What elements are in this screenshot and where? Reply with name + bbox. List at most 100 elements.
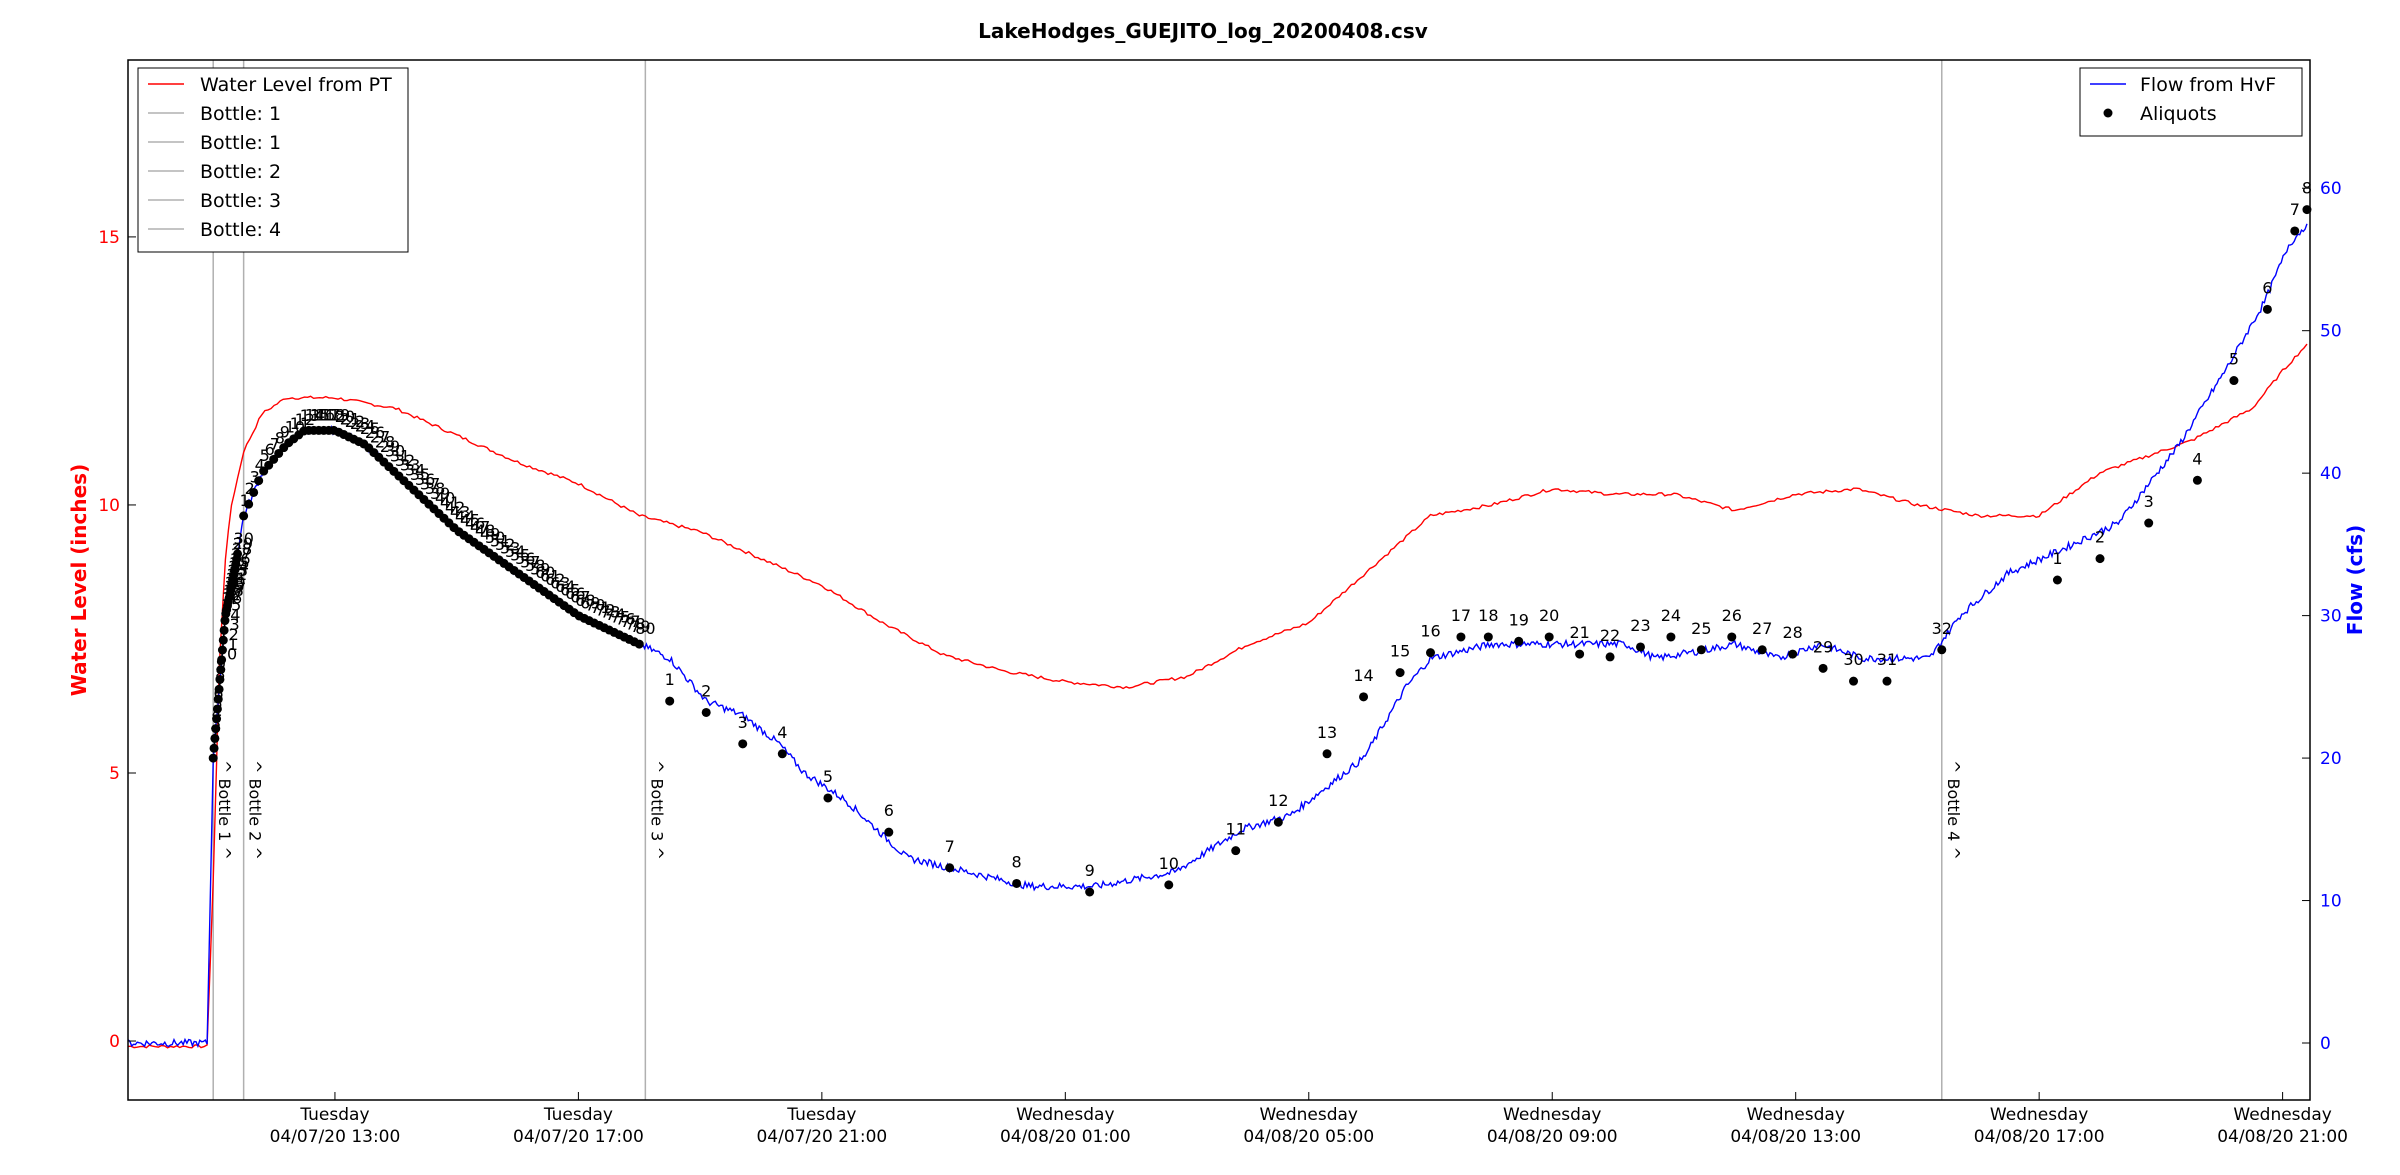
aliquot-label-b3-32: 32 xyxy=(1932,619,1952,638)
aliquot-label-b2-36: 36 xyxy=(415,470,435,489)
aliquot-label-b2-16: 16 xyxy=(315,405,335,424)
aliquot-label-b3-14: 14 xyxy=(1353,666,1373,685)
aliquot-label-b2-65: 65 xyxy=(560,581,580,600)
aliquot-label-b2-78: 78 xyxy=(625,614,645,633)
aliquot-b3-12 xyxy=(1273,817,1283,827)
aliquot-label-b4-7: 7 xyxy=(2290,200,2300,219)
aliquot-label-b3-16: 16 xyxy=(1420,622,1440,641)
aliquot-b3-7 xyxy=(945,863,955,873)
aliquot-b1-15 xyxy=(220,616,230,626)
aliquot-label-b4-3: 3 xyxy=(2144,492,2154,511)
aliquot-label-b2-56: 56 xyxy=(515,549,535,568)
y2-tick-label: 20 xyxy=(2320,749,2342,769)
aliquot-label-b2-58: 58 xyxy=(525,556,545,575)
aliquot-label-b3-7: 7 xyxy=(945,837,955,856)
aliquot-label-b3-26: 26 xyxy=(1722,606,1742,625)
aliquot-b1-12 xyxy=(217,645,227,655)
aliquot-b4-1 xyxy=(2052,575,2062,585)
aliquot-b1-11 xyxy=(217,655,227,665)
aliquot-label-b2-37: 37 xyxy=(420,474,440,493)
aliquot-label-b3-25: 25 xyxy=(1691,619,1711,638)
aliquot-label-b3-17: 17 xyxy=(1451,606,1471,625)
aliquot-label-b2-26: 26 xyxy=(365,423,385,442)
y-axis-label-right: Flow (cfs) xyxy=(2343,525,2367,635)
aliquot-label-b2-73: 73 xyxy=(600,603,620,622)
aliquot-b3-6 xyxy=(884,827,894,837)
aliquot-label-b2-70: 70 xyxy=(585,596,605,615)
aliquot-label-b3-24: 24 xyxy=(1661,606,1681,625)
aliquot-label-b4-2: 2 xyxy=(2095,528,2105,547)
aliquot-label-b3-30: 30 xyxy=(1843,650,1863,669)
aliquot-label-b2-55: 55 xyxy=(510,545,530,564)
aliquot-b1-10 xyxy=(216,665,226,675)
aliquot-label-b2-68: 68 xyxy=(575,591,595,610)
x-tick-label-day: Tuesday xyxy=(786,1105,856,1125)
aliquot-label-b1-29: 29 xyxy=(233,534,253,553)
aliquot-b3-24 xyxy=(1666,632,1676,642)
aliquot-label-b2-30: 30 xyxy=(385,442,405,461)
aliquot-b4-3 xyxy=(2144,518,2154,528)
aliquot-b3-25 xyxy=(1696,645,1706,655)
aliquot-b1-5 xyxy=(212,714,222,724)
aliquot-label-b3-27: 27 xyxy=(1752,619,1772,638)
aliquot-b2-4 xyxy=(254,476,264,486)
aliquot-b3-9 xyxy=(1085,887,1095,897)
legend-left-label: Water Level from PT xyxy=(200,74,392,96)
plot-area: ^ Bottle 1 ^ ^ Bottle 2 ^ ^ Bottle 3 ^ ^ Bo… xyxy=(127,60,2312,1100)
aliquot-label-b3-10: 10 xyxy=(1159,854,1179,873)
aliquot-b4-2 xyxy=(2095,554,2105,564)
aliquot-label-b2-3: 3 xyxy=(250,467,260,486)
aliquot-label-b2-20: 20 xyxy=(335,407,355,426)
aliquot-b3-14 xyxy=(1359,692,1369,702)
aliquot-b3-21 xyxy=(1575,649,1585,659)
aliquot-b1-14 xyxy=(219,625,229,635)
aliquot-b1-4 xyxy=(211,724,221,734)
aliquot-label-b2-2: 2 xyxy=(245,479,255,498)
x-tick-label-day: Tuesday xyxy=(543,1105,613,1125)
aliquot-b3-13 xyxy=(1322,749,1332,759)
aliquot-b1-8 xyxy=(214,684,224,694)
y2-tick-label: 30 xyxy=(2320,607,2342,627)
legend-right-label: Flow from HvF xyxy=(2140,74,2276,96)
aliquot-label-b2-13: 13 xyxy=(300,406,320,425)
aliquot-label-b2-27: 27 xyxy=(370,428,390,447)
x-tick-label-date: 04/08/20 01:00 xyxy=(1000,1127,1131,1147)
aliquot-label-b3-22: 22 xyxy=(1600,626,1620,645)
aliquot-label-b3-19: 19 xyxy=(1509,610,1529,629)
x-tick-label-day: Wednesday xyxy=(1016,1105,1114,1125)
aliquot-label-b2-4: 4 xyxy=(255,456,265,475)
aliquot-label-b2-29: 29 xyxy=(380,437,400,456)
aliquot-label-b2-59: 59 xyxy=(530,560,550,579)
aliquot-b3-2 xyxy=(701,707,711,717)
aliquot-label-b2-23: 23 xyxy=(350,414,370,433)
aliquot-b3-31 xyxy=(1882,676,1892,686)
aliquot-label-b2-15: 15 xyxy=(310,405,330,424)
aliquot-label-b2-40: 40 xyxy=(435,489,455,508)
aliquot-label-b2-74: 74 xyxy=(605,605,625,624)
legend-right-swatch xyxy=(2103,108,2113,118)
aliquot-label-b4-1: 1 xyxy=(2052,549,2062,568)
aliquot-b3-10 xyxy=(1164,880,1174,890)
aliquot-label-b2-28: 28 xyxy=(375,432,395,451)
aliquot-b1-30 xyxy=(233,549,243,559)
aliquot-label-b2-41: 41 xyxy=(440,493,460,512)
aliquot-label-b2-6: 6 xyxy=(265,440,275,459)
aliquot-b3-4 xyxy=(777,749,787,759)
aliquot-label-b2-34: 34 xyxy=(405,460,425,479)
aliquot-b3-1 xyxy=(665,696,675,706)
aliquot-label-b3-1: 1 xyxy=(665,670,675,689)
aliquot-b3-26 xyxy=(1727,632,1737,642)
aliquot-label-b2-54: 54 xyxy=(505,542,525,561)
aliquot-b1-6 xyxy=(212,704,222,714)
aliquot-label-b2-38: 38 xyxy=(425,479,445,498)
x-tick-label-day: Tuesday xyxy=(299,1105,369,1125)
aliquot-b1-2 xyxy=(209,743,219,753)
aliquot-label-b2-50: 50 xyxy=(485,528,505,547)
aliquot-b2-2 xyxy=(244,499,254,509)
aliquot-label-b2-49: 49 xyxy=(480,524,500,543)
x-tick-label-day: Wednesday xyxy=(1990,1105,2088,1125)
aliquot-label-b2-52: 52 xyxy=(495,535,515,554)
aliquot-label-b2-61: 61 xyxy=(540,567,560,586)
aliquot-b3-32 xyxy=(1937,645,1947,655)
